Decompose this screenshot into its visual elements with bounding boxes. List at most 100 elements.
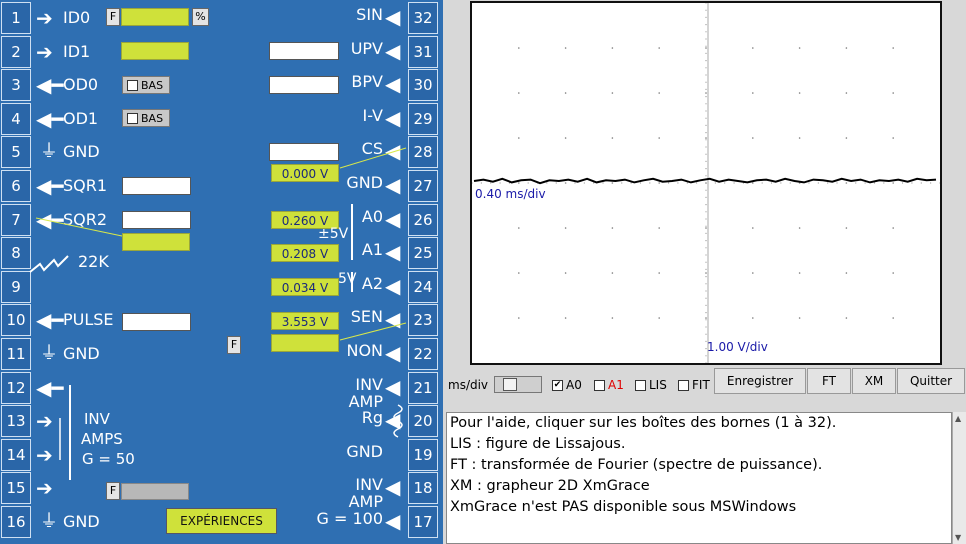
grid-dot bbox=[892, 182, 894, 184]
pin-5-box[interactable]: 5 bbox=[1, 136, 31, 169]
sen-f-button[interactable]: F bbox=[227, 336, 241, 354]
pin-14-box[interactable]: 14 bbox=[1, 438, 31, 471]
scroll-up-icon[interactable]: ▲ bbox=[955, 414, 962, 423]
grid-dot bbox=[892, 317, 894, 319]
arrow-left-icon: ◀ bbox=[385, 72, 401, 97]
pin-30-label: BPV bbox=[351, 72, 383, 92]
pin-9-box[interactable]: 9 bbox=[1, 270, 31, 303]
a0-checkbox[interactable]: ✔ A0 bbox=[552, 378, 582, 392]
fit-checkbox[interactable]: FIT bbox=[678, 378, 710, 392]
pin-17-label: G = 100 bbox=[316, 509, 383, 528]
grid-dot bbox=[705, 283, 707, 285]
grid-dot bbox=[705, 117, 707, 119]
pin-29-box[interactable]: 29 bbox=[408, 102, 438, 135]
grid-dot bbox=[845, 137, 848, 139]
grid-dot bbox=[836, 182, 838, 184]
pin-28-box[interactable]: 28 bbox=[408, 136, 438, 169]
id0-f-button[interactable]: F bbox=[106, 8, 120, 26]
grid-dot bbox=[705, 218, 707, 220]
scroll-down-icon[interactable]: ▼ bbox=[955, 533, 962, 542]
grid-dot bbox=[705, 153, 707, 155]
pin-6-box[interactable]: 6 bbox=[1, 170, 31, 202]
grid-dot bbox=[873, 182, 876, 184]
pin-22-box[interactable]: 22 bbox=[408, 338, 438, 370]
pin-18-box[interactable]: 18 bbox=[408, 472, 438, 505]
grid-dot bbox=[705, 227, 707, 229]
arrow-left-icon: ◀━ bbox=[36, 106, 64, 131]
pin-1-box[interactable]: 1 bbox=[1, 2, 31, 34]
sqr1-input[interactable] bbox=[122, 177, 191, 195]
pin-3-label: OD0 bbox=[63, 75, 99, 95]
arrow-left-icon: ◀ bbox=[385, 38, 401, 63]
help-text-area[interactable]: Pour l'aide, cliquer sur les boîtes des … bbox=[446, 412, 952, 544]
xm-button[interactable]: XM bbox=[852, 368, 896, 394]
arrow-left-icon: ◀ bbox=[385, 509, 401, 533]
upv-input[interactable] bbox=[269, 42, 339, 60]
pin-21-box[interactable]: 21 bbox=[408, 371, 438, 404]
pin-16-box[interactable]: 16 bbox=[1, 506, 31, 538]
arrow-left-icon: ◀ bbox=[385, 240, 401, 265]
grid-dot bbox=[705, 146, 707, 148]
grid-dot bbox=[798, 47, 801, 49]
grid-dot bbox=[705, 9, 707, 11]
grid-dot bbox=[658, 272, 660, 274]
volt-div-label: 1.00 V/div bbox=[707, 340, 768, 354]
grid-dot bbox=[564, 227, 567, 229]
help-line: LIS : figure de Lissajous. bbox=[450, 436, 626, 452]
pin-19-box[interactable]: 19 bbox=[408, 438, 438, 471]
grid-dot bbox=[752, 182, 754, 184]
grid-dot bbox=[752, 47, 754, 49]
pin-25-box[interactable]: 25 bbox=[408, 237, 438, 270]
voltage-display-a1: 0.208 V bbox=[271, 244, 339, 262]
grid-dot bbox=[827, 182, 829, 184]
pin-23-box[interactable]: 23 bbox=[408, 304, 438, 337]
id0-percent-button[interactable]: % bbox=[192, 8, 209, 26]
bpv-input[interactable] bbox=[269, 76, 339, 94]
enregistrer-button[interactable]: Enregistrer bbox=[714, 368, 806, 394]
pin-31-box[interactable]: 31 bbox=[408, 35, 438, 68]
pin15-f-button[interactable]: F bbox=[106, 482, 120, 500]
grid-dot bbox=[705, 124, 707, 126]
pin-7-box[interactable]: 7 bbox=[1, 203, 31, 236]
quitter-button[interactable]: Quitter bbox=[897, 368, 965, 394]
slider-handle[interactable] bbox=[503, 378, 517, 391]
experiences-button[interactable]: EXPÉRIENCES bbox=[166, 508, 277, 534]
pin-26-box[interactable]: 26 bbox=[408, 203, 438, 236]
pulse-input[interactable] bbox=[122, 313, 191, 331]
grid-dot bbox=[705, 326, 707, 328]
grid-dot bbox=[705, 38, 707, 40]
arrow-left-icon: ◀ bbox=[385, 273, 401, 298]
pin-11-box[interactable]: 11 bbox=[1, 338, 31, 370]
lis-checkbox[interactable]: LIS bbox=[635, 378, 667, 392]
a1-checkbox[interactable]: A1 bbox=[594, 378, 624, 392]
ms-div-slider[interactable] bbox=[494, 376, 542, 393]
grid-dot bbox=[920, 182, 922, 184]
pin-13-box[interactable]: 13 bbox=[1, 405, 31, 438]
pin-17-box[interactable]: 17 bbox=[408, 506, 438, 538]
grid-dot bbox=[705, 47, 707, 49]
pin-3-box[interactable]: 3 bbox=[1, 69, 31, 102]
od1-bas-checkbox[interactable]: BAS bbox=[122, 109, 170, 127]
pin-20-box[interactable]: 20 bbox=[408, 405, 438, 438]
sqr2-input[interactable] bbox=[122, 211, 191, 229]
ft-button[interactable]: FT bbox=[807, 368, 851, 394]
grid-dot bbox=[639, 182, 642, 184]
grid-dot bbox=[705, 31, 707, 33]
scrollbar[interactable]: ▲ ▼ bbox=[952, 412, 966, 544]
arrow-left-icon: ◀ bbox=[385, 206, 401, 231]
od0-bas-checkbox[interactable]: BAS bbox=[122, 76, 170, 94]
pin-10-box[interactable]: 10 bbox=[1, 304, 31, 337]
pin-4-box[interactable]: 4 bbox=[1, 102, 31, 135]
pin-27-box[interactable]: 27 bbox=[408, 170, 438, 202]
grid-dot bbox=[705, 232, 707, 234]
pin-8-box[interactable]: 8 bbox=[1, 237, 31, 270]
pin-24-box[interactable]: 24 bbox=[408, 270, 438, 303]
sen-frequency-display bbox=[271, 334, 339, 352]
pin-32-box[interactable]: 32 bbox=[408, 2, 438, 34]
pin-12-box[interactable]: 12 bbox=[1, 371, 31, 404]
grid-dot bbox=[705, 88, 707, 90]
pin-2-box[interactable]: 2 bbox=[1, 35, 31, 68]
cs-input[interactable] bbox=[269, 143, 339, 161]
pin-15-box[interactable]: 15 bbox=[1, 472, 31, 505]
pin-30-box[interactable]: 30 bbox=[408, 69, 438, 102]
